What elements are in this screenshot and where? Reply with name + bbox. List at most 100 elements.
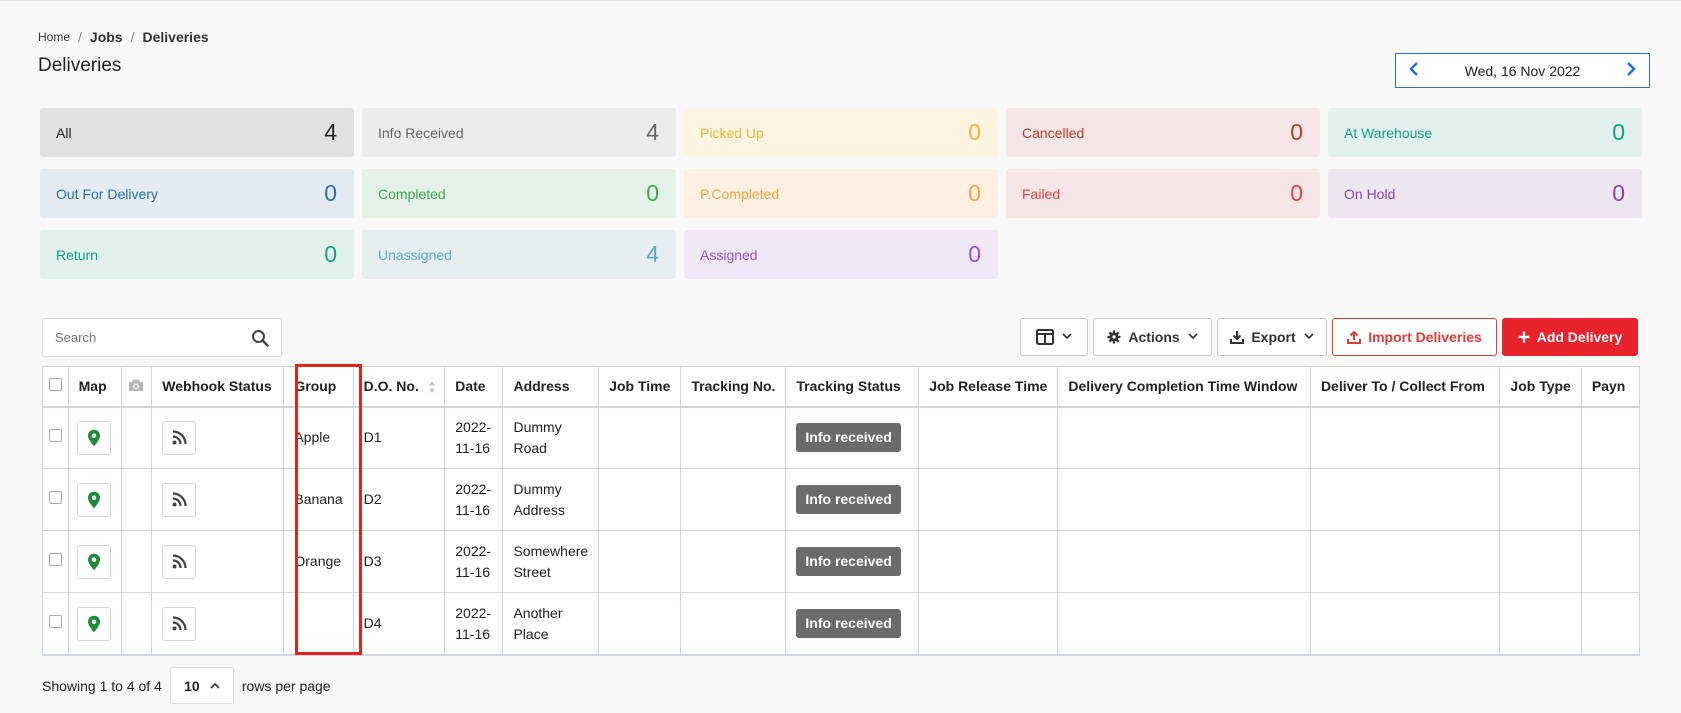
tracking-status-cell: Info received xyxy=(785,406,920,469)
export-button[interactable]: Export xyxy=(1217,318,1327,356)
rows-per-page-label: rows per page xyxy=(241,677,331,694)
column-header-job-time[interactable]: Job Time xyxy=(598,366,682,408)
photo-cell xyxy=(120,530,153,593)
camera-icon xyxy=(129,379,144,391)
prev-date-button[interactable] xyxy=(1406,62,1422,79)
rss-icon xyxy=(172,430,187,445)
search-icon[interactable] xyxy=(251,329,269,347)
gear-icon xyxy=(1107,330,1121,344)
row-select-cell xyxy=(42,406,69,469)
column-header-deliver-to-collect-from[interactable]: Deliver To / Collect From xyxy=(1309,366,1501,408)
status-card[interactable]: Assigned 0 xyxy=(684,230,998,279)
status-card-label: Failed xyxy=(1022,185,1061,202)
row-checkbox[interactable] xyxy=(48,491,62,504)
webhook-status-cell xyxy=(151,468,285,531)
row-checkbox[interactable] xyxy=(48,553,62,566)
column-header-payment[interactable]: Payn xyxy=(1580,366,1640,408)
showing-count: Showing 1 to 4 of 4 xyxy=(42,677,162,694)
search-input[interactable] xyxy=(55,330,251,345)
breadcrumb-separator: / xyxy=(78,29,82,45)
status-card[interactable]: Picked Up 0 xyxy=(684,108,998,157)
column-header-address[interactable]: Address xyxy=(502,366,600,408)
status-card-label: Cancelled xyxy=(1022,124,1085,141)
status-card[interactable]: Failed 0 xyxy=(1006,169,1320,218)
actions-button[interactable]: Actions xyxy=(1093,318,1212,356)
table-row[interactable]: Banana D2 2022- 11-16 Dummy Address Info recei… xyxy=(42,468,1640,531)
tracking-status-cell: Info received xyxy=(785,468,920,531)
date-line: 2022- xyxy=(455,604,492,621)
status-card[interactable]: Cancelled 0 xyxy=(1006,108,1320,157)
breadcrumb-jobs[interactable]: Jobs xyxy=(89,29,123,45)
delivery-completion-time-window-cell xyxy=(1057,406,1311,469)
column-header-tracking-no[interactable]: Tracking No. xyxy=(680,366,787,408)
rss-icon xyxy=(172,554,187,569)
chevron-down-icon xyxy=(1188,331,1198,343)
map-button[interactable] xyxy=(76,544,111,579)
webhook-button[interactable] xyxy=(162,482,197,517)
map-cell xyxy=(67,592,122,655)
breadcrumb-home[interactable]: Home xyxy=(38,30,71,44)
column-header-webhook-status[interactable]: Webhook Status xyxy=(151,366,285,408)
status-card[interactable]: Unassigned 4 xyxy=(362,230,676,279)
status-card[interactable]: Completed 0 xyxy=(362,169,676,218)
status-card[interactable]: On Hold 0 xyxy=(1328,169,1642,218)
address-cell: Dummy Address xyxy=(502,468,600,531)
select-all-checkbox[interactable] xyxy=(48,378,62,392)
status-card[interactable]: At Warehouse 0 xyxy=(1328,108,1642,157)
map-button[interactable] xyxy=(76,420,111,455)
status-card[interactable]: P.Completed 0 xyxy=(684,169,998,218)
next-date-button[interactable] xyxy=(1623,62,1639,79)
current-date[interactable]: Wed, 16 Nov 2022 xyxy=(1464,62,1581,79)
column-header-delivery-completion-time-window[interactable]: Delivery Completion Time Window xyxy=(1057,366,1311,408)
date-line: 2022- xyxy=(455,480,492,497)
row-checkbox[interactable] xyxy=(48,615,62,628)
status-card-count: 0 xyxy=(324,180,337,206)
date-line: 11-16 xyxy=(455,563,491,580)
status-card[interactable]: All 4 xyxy=(40,108,354,157)
status-card[interactable]: Info Received 4 xyxy=(362,108,676,157)
status-card[interactable]: Out For Delivery 0 xyxy=(40,169,354,218)
tracking-status-badge: Info received xyxy=(796,423,901,453)
column-header-job-type[interactable]: Job Type xyxy=(1499,366,1582,408)
column-header-date[interactable]: Date xyxy=(444,366,504,408)
breadcrumb: Home / Jobs / Deliveries xyxy=(38,29,209,45)
plus-icon xyxy=(1518,331,1530,343)
webhook-button[interactable] xyxy=(162,544,197,579)
sort-icon[interactable] xyxy=(428,380,436,394)
status-card-count: 0 xyxy=(1290,119,1303,145)
breadcrumb-separator: / xyxy=(130,29,135,45)
webhook-button[interactable] xyxy=(162,606,197,641)
map-button[interactable] xyxy=(76,606,111,641)
do-no-cell: D4 xyxy=(352,592,446,655)
table-row[interactable]: D4 2022- 11-16 Another Place Info received xyxy=(42,592,1640,655)
status-card[interactable]: Return 0 xyxy=(40,230,354,279)
chevron-left-icon xyxy=(1409,62,1418,76)
deliver-to-cell xyxy=(1309,468,1501,531)
deliveries-table: Map Webhook Status Group D.O. No. Date A… xyxy=(42,366,1640,655)
tracking-status-badge: Info received xyxy=(796,547,901,576)
payment-cell xyxy=(1580,406,1640,469)
add-delivery-button[interactable]: Add Delivery xyxy=(1502,318,1638,356)
webhook-status-cell xyxy=(151,406,285,469)
import-deliveries-button[interactable]: Import Deliveries xyxy=(1332,318,1497,356)
column-header-tracking-status[interactable]: Tracking Status xyxy=(785,366,920,408)
deliver-to-cell xyxy=(1309,592,1501,655)
do-no-cell: D1 xyxy=(352,406,446,469)
address-cell: Dummy Road xyxy=(502,406,600,469)
column-header-group[interactable]: Group xyxy=(283,366,354,408)
job-type-cell xyxy=(1499,592,1582,655)
column-header-map[interactable]: Map xyxy=(67,366,122,408)
map-button[interactable] xyxy=(76,482,111,517)
job-time-cell xyxy=(598,530,682,593)
webhook-button[interactable] xyxy=(162,420,197,455)
rows-per-page-select[interactable]: 10 xyxy=(169,667,234,704)
row-checkbox[interactable] xyxy=(48,429,62,443)
status-card-label: At Warehouse xyxy=(1344,124,1433,141)
column-header-do-no[interactable]: D.O. No. xyxy=(352,366,446,408)
column-header-job-release-time[interactable]: Job Release Time xyxy=(918,366,1059,408)
pagination-footer: Showing 1 to 4 of 4 10 rows per page xyxy=(42,667,331,704)
table-row[interactable]: Apple D1 2022- 11-16 Dummy Road Info received xyxy=(42,406,1640,469)
table-row[interactable]: Orange D3 2022- 11-16 Somewhere Street Info re… xyxy=(42,530,1640,593)
do-no-cell: D2 xyxy=(352,468,446,531)
column-toggle-button[interactable] xyxy=(1020,318,1088,356)
